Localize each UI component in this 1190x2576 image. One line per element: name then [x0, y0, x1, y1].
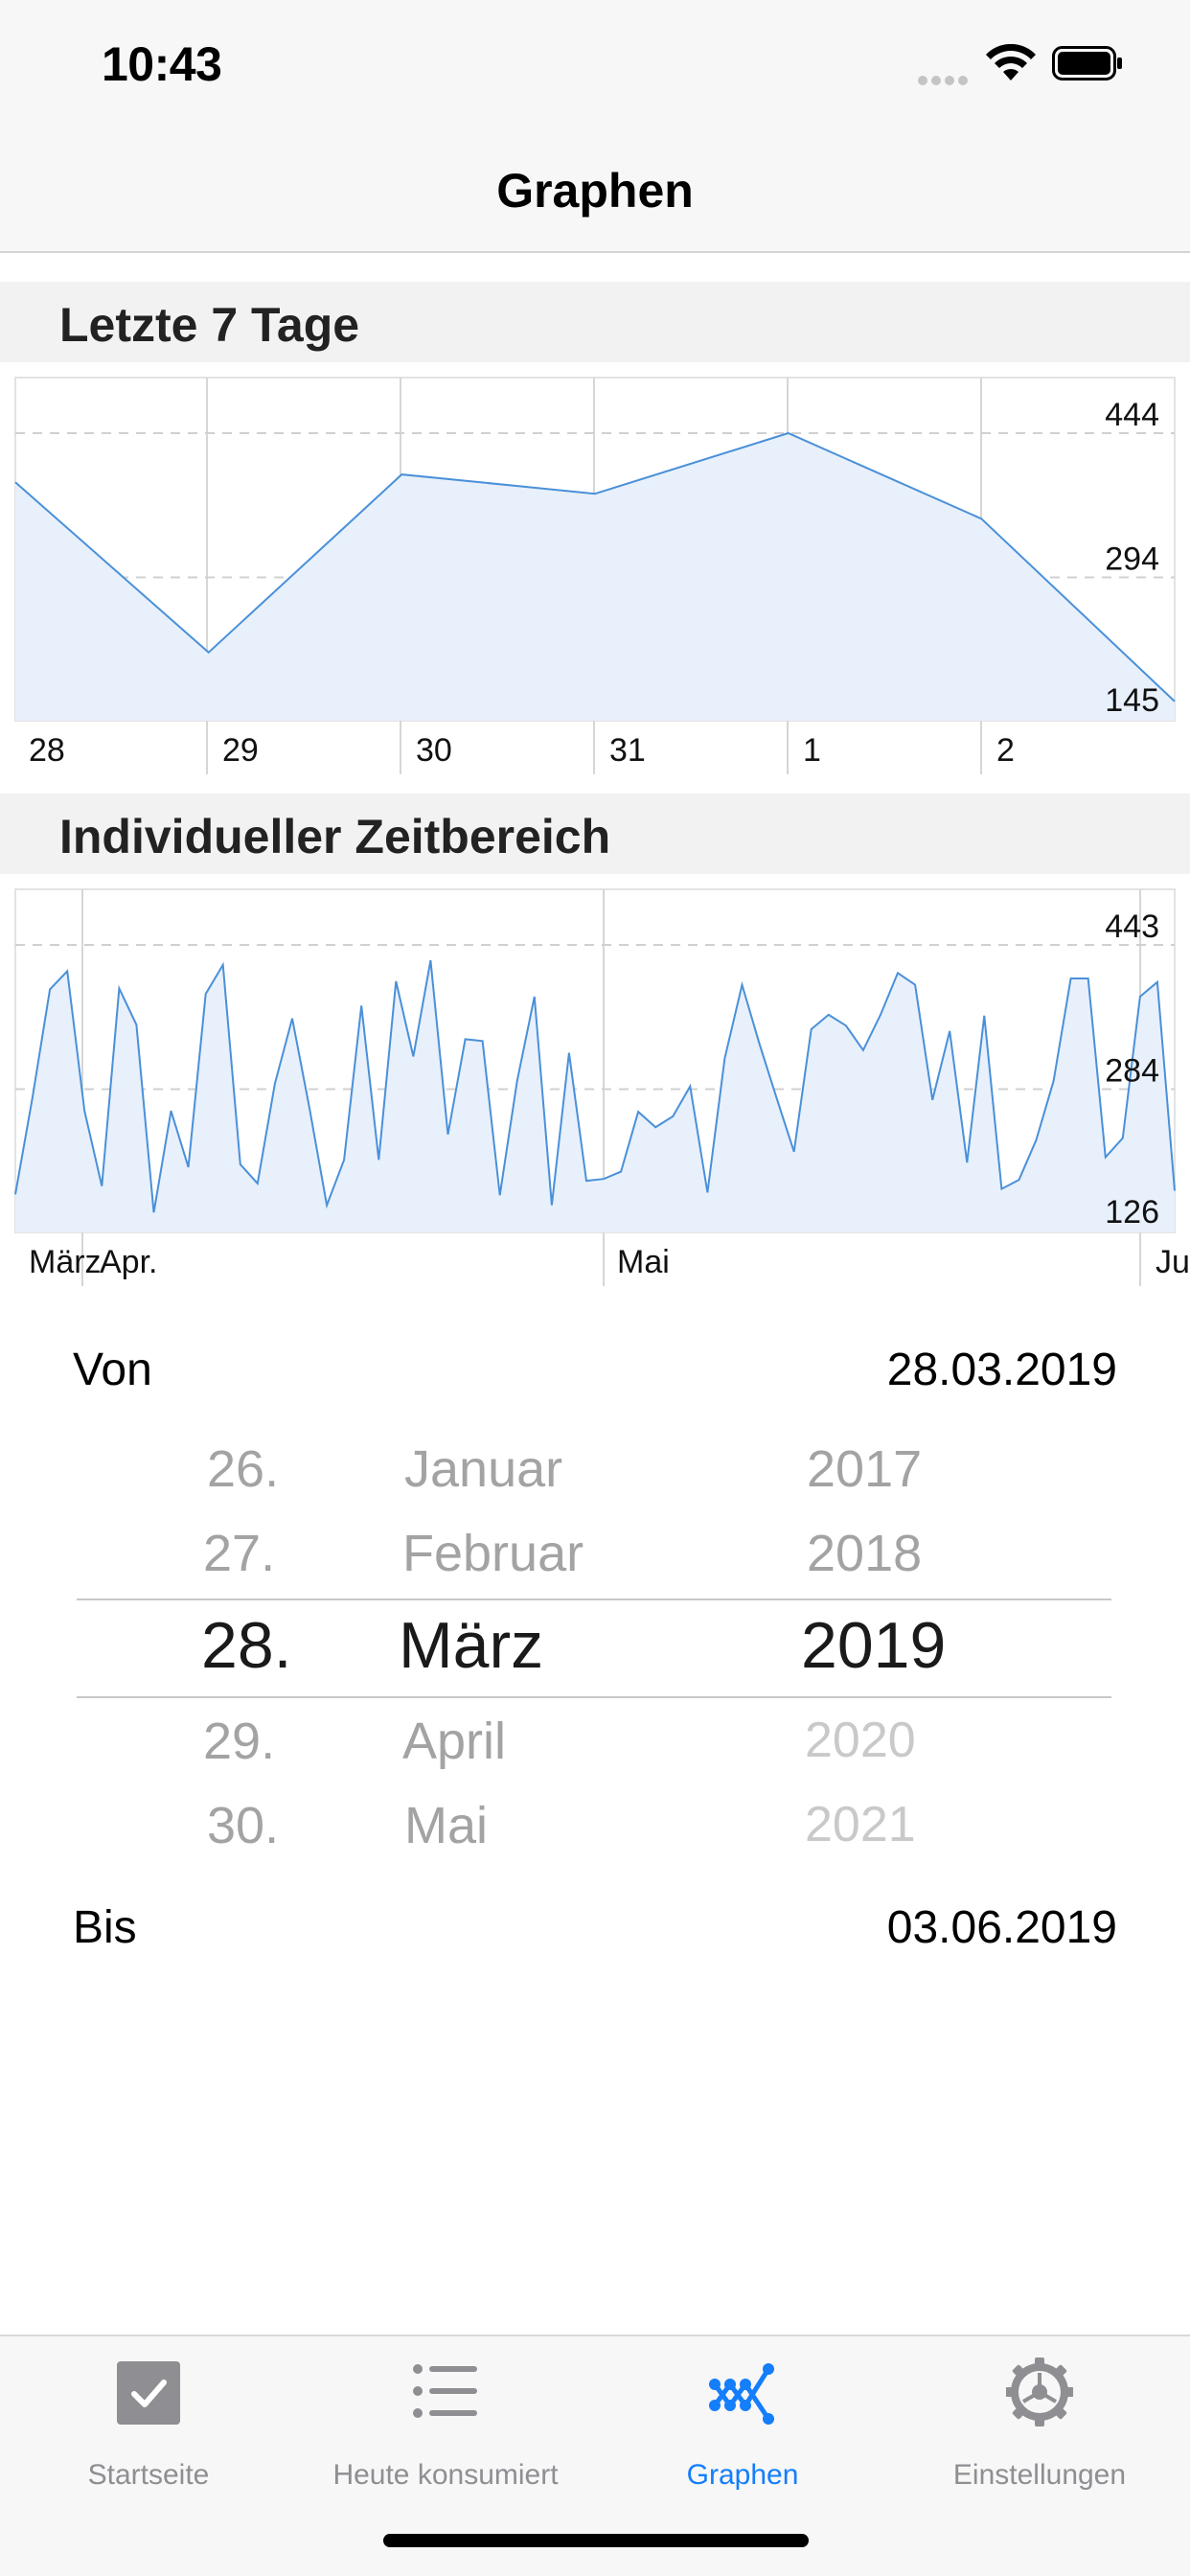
- chart2-area: [15, 960, 1175, 1232]
- picker-day-item[interactable]: 26.: [207, 1440, 280, 1498]
- chart2-y-tick-label: 284: [1105, 1052, 1159, 1089]
- chart2-x-tick-label: Ju: [1156, 1244, 1190, 1280]
- tab-label: Graphen: [686, 2459, 799, 2491]
- picker-year-selected[interactable]: 2019: [801, 1609, 947, 1682]
- tab-startseite[interactable]: Startseite: [0, 2356, 297, 2499]
- from-date-value[interactable]: 28.03.2019: [886, 1345, 1117, 1395]
- picker-month-item[interactable]: Januar: [404, 1440, 563, 1498]
- chart-last-7-days-svg: 444 294 145 28 29 30 31 1 2: [14, 377, 1176, 774]
- status-bar: 10:43: [0, 0, 1190, 126]
- section-title: Letzte 7 Tage: [59, 298, 360, 352]
- chart1-y-tick-label: 294: [1105, 541, 1159, 578]
- chart2-x-tick-label: Mai: [617, 1244, 670, 1280]
- picker-year-item[interactable]: 2020: [805, 1713, 916, 1768]
- from-label: Von: [73, 1345, 152, 1395]
- to-label: Bis: [73, 1902, 137, 1953]
- list-icon: [413, 2364, 477, 2418]
- tab-heute-konsumiert[interactable]: Heute konsumiert: [297, 2356, 594, 2499]
- picker-day-selected[interactable]: 28.: [201, 1609, 292, 1682]
- graph-icon: [709, 2363, 774, 2425]
- tab-graphen[interactable]: Graphen: [594, 2356, 891, 2499]
- chart-last-7-days[interactable]: 444 294 145 28 29 30 31 1 2: [0, 362, 1190, 784]
- wifi-icon: [986, 44, 1036, 80]
- gear-icon: [1006, 2358, 1073, 2426]
- chart1-y-tick-label: 145: [1105, 682, 1159, 719]
- picker-month-selected[interactable]: März: [399, 1609, 544, 1682]
- picker-day-item[interactable]: 29.: [203, 1713, 276, 1770]
- page-title: Graphen: [496, 164, 694, 218]
- chart1-series-line: [14, 431, 1176, 702]
- section-header-last-7-days: Letzte 7 Tage: [0, 282, 1190, 362]
- section-title: Individueller Zeitbereich: [59, 810, 611, 863]
- picker-year-item[interactable]: 2018: [807, 1525, 923, 1582]
- tab-label: Startseite: [87, 2459, 210, 2491]
- picker-selection-top-line: [77, 1598, 1111, 1600]
- to-date-value[interactable]: 03.06.2019: [886, 1902, 1117, 1953]
- chart1-x-tick-label: 28: [29, 732, 65, 769]
- navigation-bar: Graphen: [0, 126, 1190, 253]
- picker-day-item[interactable]: 30.: [207, 1797, 280, 1854]
- chart2-series-line: [14, 959, 1176, 1213]
- picker-day-item[interactable]: 27.: [203, 1525, 276, 1582]
- from-date-row[interactable]: Von 28.03.2019: [0, 1326, 1190, 1413]
- chart1-y-tick-label: 444: [1105, 397, 1159, 433]
- chart-custom-range[interactable]: 443 284 126 März Apr. Mai Ju: [0, 874, 1190, 1296]
- chart1-x-tick-label: 1: [803, 732, 821, 769]
- to-date-row[interactable]: Bis 03.06.2019: [0, 1884, 1190, 1970]
- picker-month-item[interactable]: April: [402, 1713, 507, 1770]
- picker-year-item[interactable]: 2017: [807, 1440, 923, 1498]
- chart1-x-tick-label: 29: [222, 732, 259, 769]
- section-header-custom-range: Individueller Zeitbereich: [0, 794, 1190, 874]
- tab-einstellungen[interactable]: Einstellungen: [891, 2356, 1188, 2499]
- chart1-x-tick-label: 30: [416, 732, 452, 769]
- chart1-area: [15, 433, 1175, 721]
- picker-selection-bottom-line: [77, 1696, 1111, 1698]
- chart1-x-tick-label: 2: [996, 732, 1015, 769]
- cellular-signal-icon: [918, 73, 973, 85]
- home-indicator: [383, 2534, 809, 2547]
- tab-label: Einstellungen: [952, 2459, 1127, 2491]
- tab-label: Heute konsumiert: [332, 2459, 559, 2491]
- status-time: 10:43: [102, 37, 222, 91]
- picker-month-item[interactable]: Mai: [404, 1797, 489, 1854]
- picker-year-item[interactable]: 2021: [805, 1797, 916, 1852]
- checkbox-icon: [117, 2361, 180, 2425]
- picker-month-item[interactable]: Februar: [402, 1525, 584, 1582]
- date-picker[interactable]: 26. 27. 28. 29. 30. Januar Februar März …: [77, 1418, 1111, 1859]
- chart2-y-tick-label: 126: [1105, 1194, 1159, 1230]
- chart1-x-tick-label: 31: [609, 732, 646, 769]
- battery-icon: [1052, 46, 1122, 80]
- chart2-x-tick-label: März: [29, 1244, 102, 1280]
- chart2-x-tick-label: Apr.: [100, 1244, 157, 1280]
- chart2-y-tick-label: 443: [1105, 908, 1159, 945]
